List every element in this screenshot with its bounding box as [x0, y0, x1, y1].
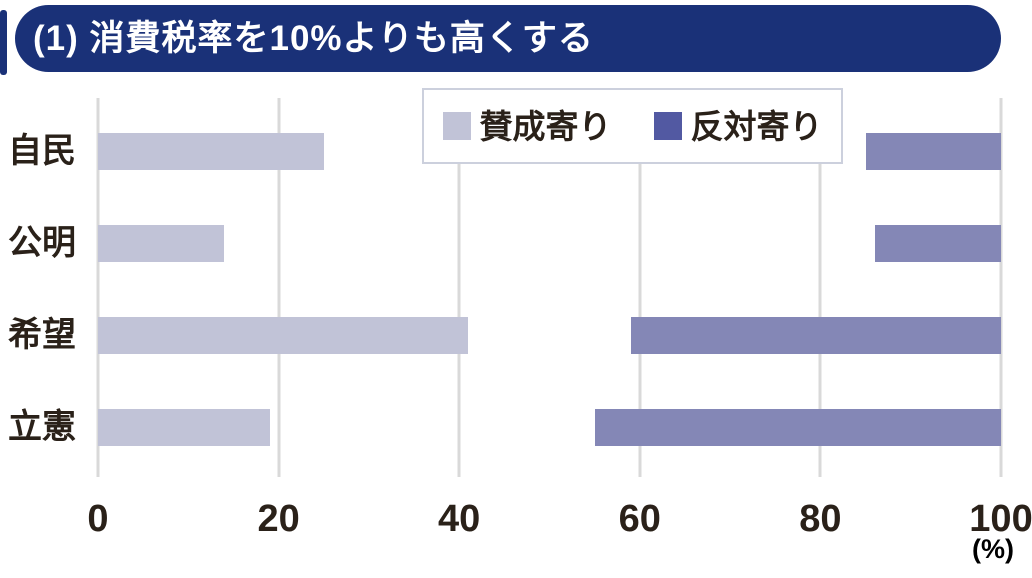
- bar-agree-0: [98, 133, 324, 170]
- x-tick-label-100: 100: [969, 498, 1032, 540]
- category-label-1: 公明: [8, 224, 76, 262]
- plot-area: [96, 98, 1003, 477]
- gridline-0: [96, 98, 100, 477]
- legend-item-agree: 賛成寄り: [442, 107, 612, 145]
- category-label-2: 希望: [8, 316, 76, 354]
- bar-oppose-2: [630, 317, 1001, 354]
- x-tick-label-20: 20: [257, 498, 300, 540]
- x-tick-label-60: 60: [618, 498, 661, 540]
- bar-agree-2: [98, 317, 469, 354]
- legend-item-oppose: 反対寄り: [653, 107, 823, 145]
- left-edge-accent: [0, 10, 7, 75]
- x-tick-label-40: 40: [438, 498, 481, 540]
- legend-swatch-agree: [442, 112, 471, 140]
- bar-oppose-0: [865, 133, 1001, 170]
- legend-label-agree: 賛成寄り: [479, 107, 612, 145]
- gridline-20: [277, 98, 281, 477]
- chart-legend: 賛成寄り 反対寄り: [422, 88, 843, 164]
- legend-swatch-oppose: [653, 112, 682, 140]
- category-label-3: 立憲: [8, 408, 76, 446]
- chart-title-banner: (1) 消費税率を10%よりも高くする: [15, 5, 1001, 72]
- bar-oppose-3: [594, 409, 1001, 446]
- percent-unit-label: (%): [972, 534, 1014, 564]
- x-tick-label-80: 80: [799, 498, 842, 540]
- bar-oppose-1: [874, 225, 1001, 262]
- category-label-0: 自民: [8, 132, 76, 170]
- gridline-40: [457, 98, 461, 477]
- legend-label-oppose: 反対寄り: [690, 107, 823, 145]
- bar-agree-1: [98, 225, 225, 262]
- bar-agree-3: [98, 409, 270, 446]
- chart-title: (1) 消費税率を10%よりも高くする: [33, 19, 594, 58]
- gridline-100: [999, 98, 1003, 477]
- gridline-80: [818, 98, 822, 477]
- gridline-60: [638, 98, 642, 477]
- x-tick-label-0: 0: [87, 498, 109, 540]
